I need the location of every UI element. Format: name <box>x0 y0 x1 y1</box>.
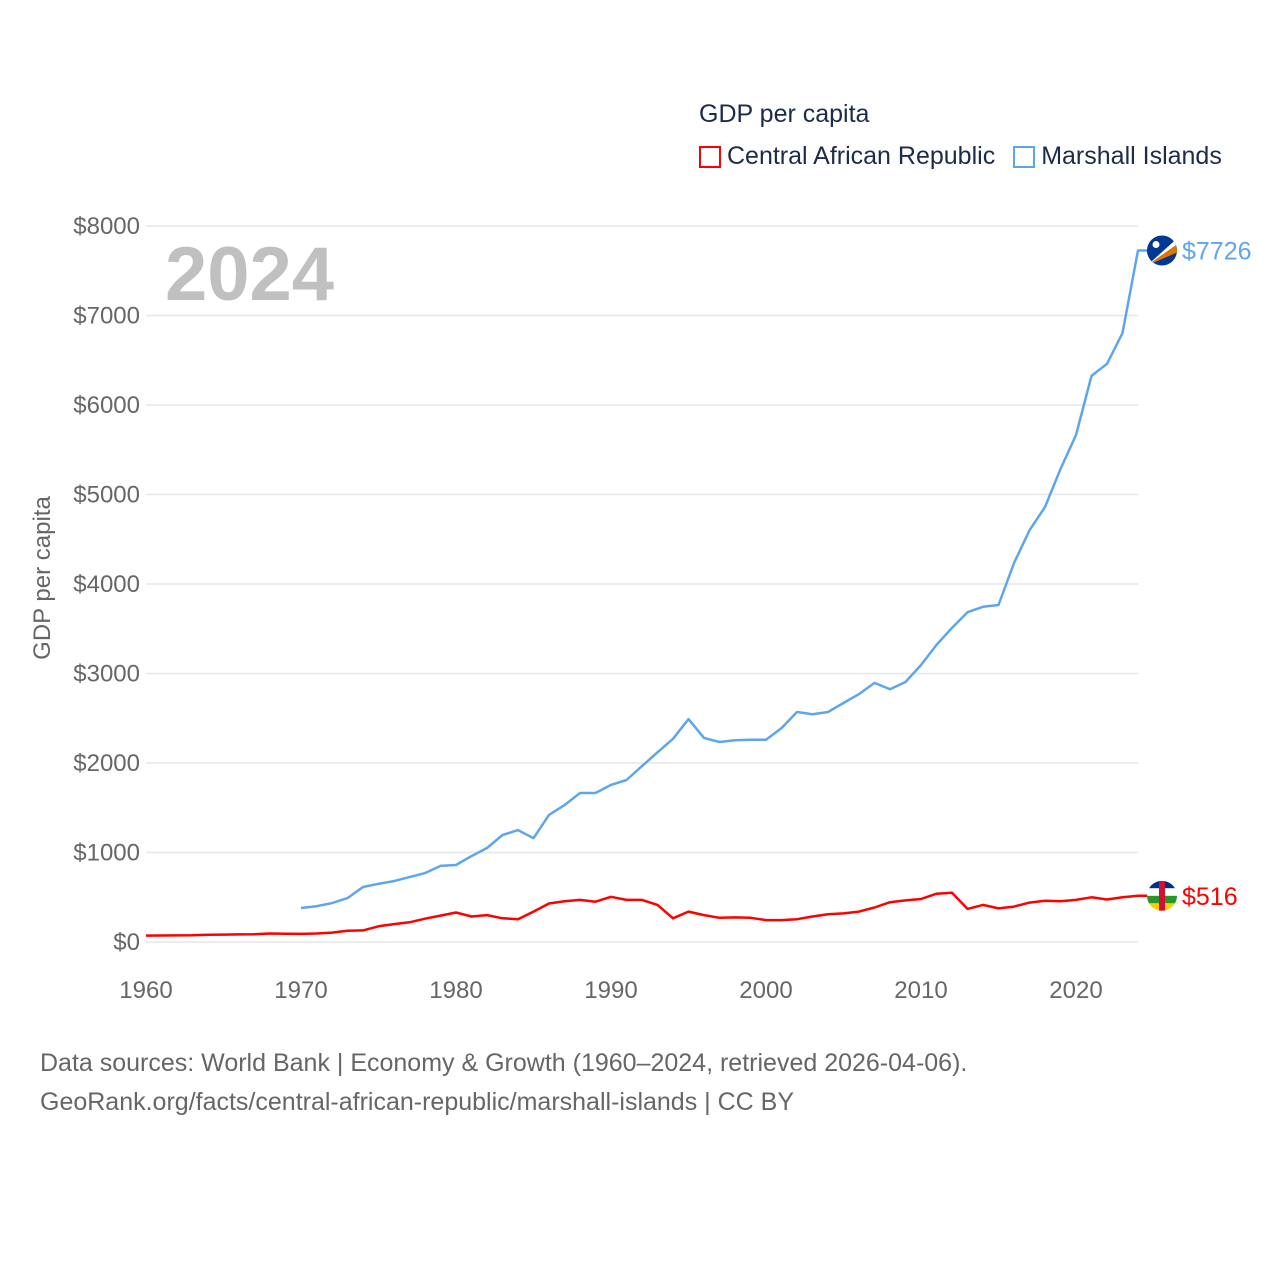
legend-title: GDP per capita <box>699 100 870 128</box>
series-line-1 <box>300 249 1148 910</box>
x-tick-label: 1960 <box>119 977 172 1004</box>
y-tick-label: $7000 <box>73 303 140 330</box>
year-label: 2024 <box>165 232 334 317</box>
y-axis-label: GDP per capita <box>29 496 56 660</box>
legend-label-car: Central African Republic <box>727 142 996 170</box>
footer-sources: Data sources: World Bank | Economy & Gro… <box>40 1049 968 1077</box>
y-tick-label: $6000 <box>73 392 140 419</box>
end-value-label: $516 <box>1182 883 1238 911</box>
flag-body <box>1147 235 1177 266</box>
footer: Data sources: World Bank | Economy & Gro… <box>40 1044 967 1122</box>
x-tick-label: 2010 <box>894 977 947 1004</box>
end-value-label: $7726 <box>1182 238 1252 266</box>
footer-link[interactable]: GeoRank.org/facts/central-african-republ… <box>40 1088 795 1116</box>
x-tick-label: 2000 <box>739 977 792 1004</box>
legend-label-mhl: Marshall Islands <box>1041 142 1222 170</box>
legend-swatch-mhl <box>1013 145 1036 168</box>
y-tick-label: $5000 <box>73 482 140 509</box>
flag-stripe <box>1159 880 1165 911</box>
y-tick-label: $3000 <box>73 661 140 688</box>
y-tick-label: $4000 <box>73 571 140 598</box>
legend: Central African Republic Marshall Island… <box>699 142 1222 171</box>
series-line-0 <box>145 891 1148 937</box>
flag-stripe <box>1147 244 1177 266</box>
y-tick-label: $0 <box>113 929 140 956</box>
x-tick-label: 1980 <box>429 977 482 1004</box>
flag-star <box>1152 241 1160 249</box>
y-tick-label: $2000 <box>73 750 140 777</box>
legend-item-mhl[interactable]: Marshall Islands <box>1013 142 1222 171</box>
x-tick-label: 1990 <box>584 977 637 1004</box>
legend-item-car[interactable]: Central African Republic <box>699 142 995 171</box>
flag-stripe <box>1147 238 1177 266</box>
y-tick-label: $8000 <box>73 213 140 240</box>
x-tick-label: 2020 <box>1049 977 1102 1004</box>
x-tick-label: 1970 <box>274 977 327 1004</box>
marshall-islands-flag-icon <box>1147 235 1177 266</box>
line-chart: $0 $1000 $2000 $3000 $4000 $5000 $6000 $7000 $80… <box>29 213 1252 1004</box>
flag-body <box>1147 880 1177 911</box>
central-african-republic-flag-icon <box>1147 880 1177 911</box>
y-tick-label: $1000 <box>73 840 140 867</box>
legend-swatch-car <box>699 145 721 168</box>
